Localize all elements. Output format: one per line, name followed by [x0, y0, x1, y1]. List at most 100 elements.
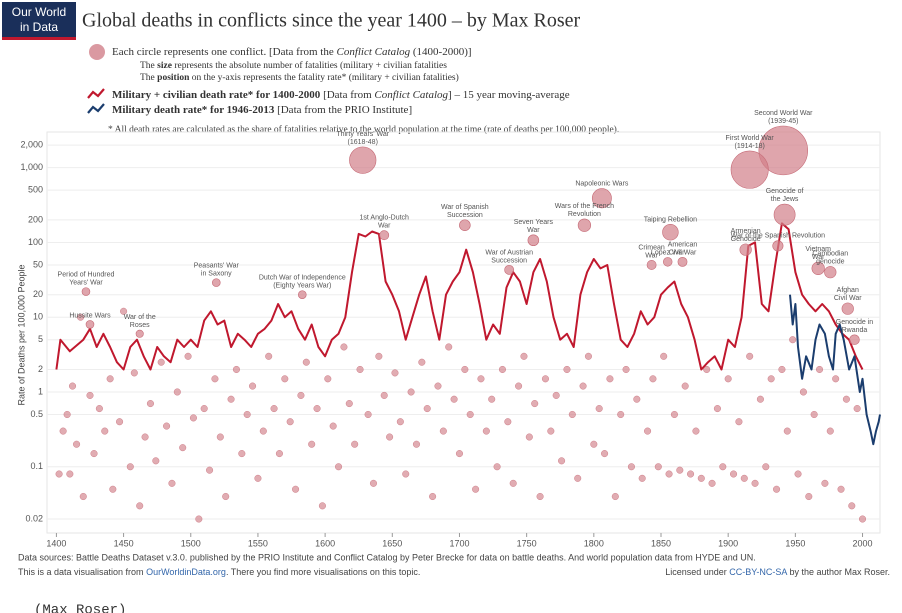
labelled-conflict — [662, 224, 679, 241]
conflict-label: Cambodian genocide — [812, 250, 848, 265]
text-part: Conflict Catalog — [374, 89, 448, 101]
conflict — [77, 313, 85, 321]
conflict — [708, 479, 716, 487]
label-line: American — [668, 241, 698, 248]
labelled-conflict — [212, 278, 221, 287]
conflict — [116, 418, 124, 426]
label-line: Genocide of — [766, 188, 804, 195]
label-line: the Jews — [771, 196, 799, 203]
conflict-label: Taiping Rebellion — [644, 216, 697, 223]
conflict — [799, 388, 807, 396]
conflict — [617, 410, 625, 418]
conflict — [584, 352, 592, 360]
labelled-conflict — [841, 302, 854, 315]
text-part: Conflict Catalog — [336, 46, 410, 58]
label-line: Succession — [447, 212, 483, 219]
conflict-label: Afghan Civil War — [834, 287, 862, 302]
labelled-conflict — [663, 257, 673, 267]
conflict-label: American Civil War — [668, 241, 698, 256]
label-line: (1914-18) — [734, 143, 764, 150]
x-tick-label: 2000 — [853, 538, 873, 548]
conflict — [313, 405, 321, 413]
conflict — [541, 375, 549, 383]
conflict — [805, 493, 813, 501]
conflict — [525, 433, 533, 441]
conflict — [211, 375, 219, 383]
y-tick-label: 20 — [33, 289, 43, 299]
conflict — [101, 427, 109, 435]
conflict-label: Dutch War of Independence (Eighty Years W… — [259, 275, 346, 290]
source: Data sources: Battle Deaths Dataset v.3.… — [18, 552, 756, 562]
conflict — [407, 388, 415, 396]
conflict — [794, 470, 802, 478]
conflict — [66, 470, 74, 478]
conflict — [842, 395, 850, 403]
conflict — [520, 352, 528, 360]
conflict-label: Genocide in Rwanda — [836, 319, 873, 334]
conflict — [595, 405, 603, 413]
conflict — [418, 358, 426, 366]
conflict — [783, 427, 791, 435]
legend-line — [87, 88, 105, 99]
y-axis-label: Rate of Deaths per 100,000 People — [16, 264, 26, 405]
conflict-label: Napoleonic Wars — [575, 180, 629, 187]
conflict — [308, 440, 316, 448]
conflict — [558, 457, 566, 465]
rich-text: The position on the y-axis represents th… — [140, 72, 459, 83]
conflict — [853, 405, 861, 413]
conflict — [606, 375, 614, 383]
conflict-label: Peasants' War in Saxony — [194, 263, 240, 278]
conflict — [638, 474, 646, 482]
text-part: position — [157, 73, 190, 83]
y-tick-label: 10 — [33, 312, 43, 322]
conflict — [69, 382, 77, 390]
text-part: The — [140, 73, 157, 83]
conflict — [222, 493, 230, 501]
y-tick-label: 50 — [33, 259, 43, 269]
labelled-conflict — [739, 243, 752, 256]
conflict — [95, 405, 103, 413]
conflict — [810, 410, 818, 418]
labelled-conflict — [758, 125, 808, 176]
conflict-label: Thirty Years' War (1618-48) — [336, 131, 389, 146]
x-tick-label: 1550 — [248, 538, 268, 548]
text-part: CC-BY-NC-SA — [729, 567, 787, 577]
rich-text: Each circle represents one conflict. [Da… — [112, 46, 472, 58]
conflict — [563, 365, 571, 373]
text-part: Military + civilian death rate* for 1400… — [112, 89, 321, 101]
conflict-label: War of Spanish Succession — [441, 204, 489, 219]
conflict — [730, 470, 738, 478]
conflict — [644, 427, 652, 435]
conflict — [86, 391, 94, 399]
conflict — [324, 375, 332, 383]
text-part: The — [140, 61, 157, 71]
logo-strip — [2, 37, 76, 40]
conflict — [601, 450, 609, 458]
y-tick-label: 500 — [28, 185, 43, 195]
conflict — [439, 427, 447, 435]
text-part: [Data from the PRIO Institute] — [274, 104, 412, 116]
label-line: Civil War — [834, 295, 862, 302]
labelled-conflict — [591, 188, 612, 209]
conflict-label: Armenian Genocide — [731, 228, 761, 243]
labelled-conflict — [135, 329, 144, 338]
conflict-label: Lopez War — [651, 249, 685, 256]
conflict — [157, 358, 165, 366]
conflict — [380, 391, 388, 399]
label-line: Cambodian — [812, 250, 848, 257]
conflict — [281, 375, 289, 383]
y-tick-label: 1 — [38, 386, 43, 396]
conflict-label: Wars of the French Revolution — [555, 203, 614, 218]
conflict — [762, 463, 770, 471]
conflict — [340, 343, 348, 351]
text-part: This is a data visualisation from — [18, 567, 146, 577]
rate-line — [55, 222, 864, 371]
labelled-conflict — [677, 256, 688, 267]
conflict — [697, 474, 705, 482]
conflict — [477, 375, 485, 383]
x-tick-label: 1800 — [584, 538, 604, 548]
label-line: Peasants' War — [194, 263, 240, 270]
conflict — [622, 365, 630, 373]
